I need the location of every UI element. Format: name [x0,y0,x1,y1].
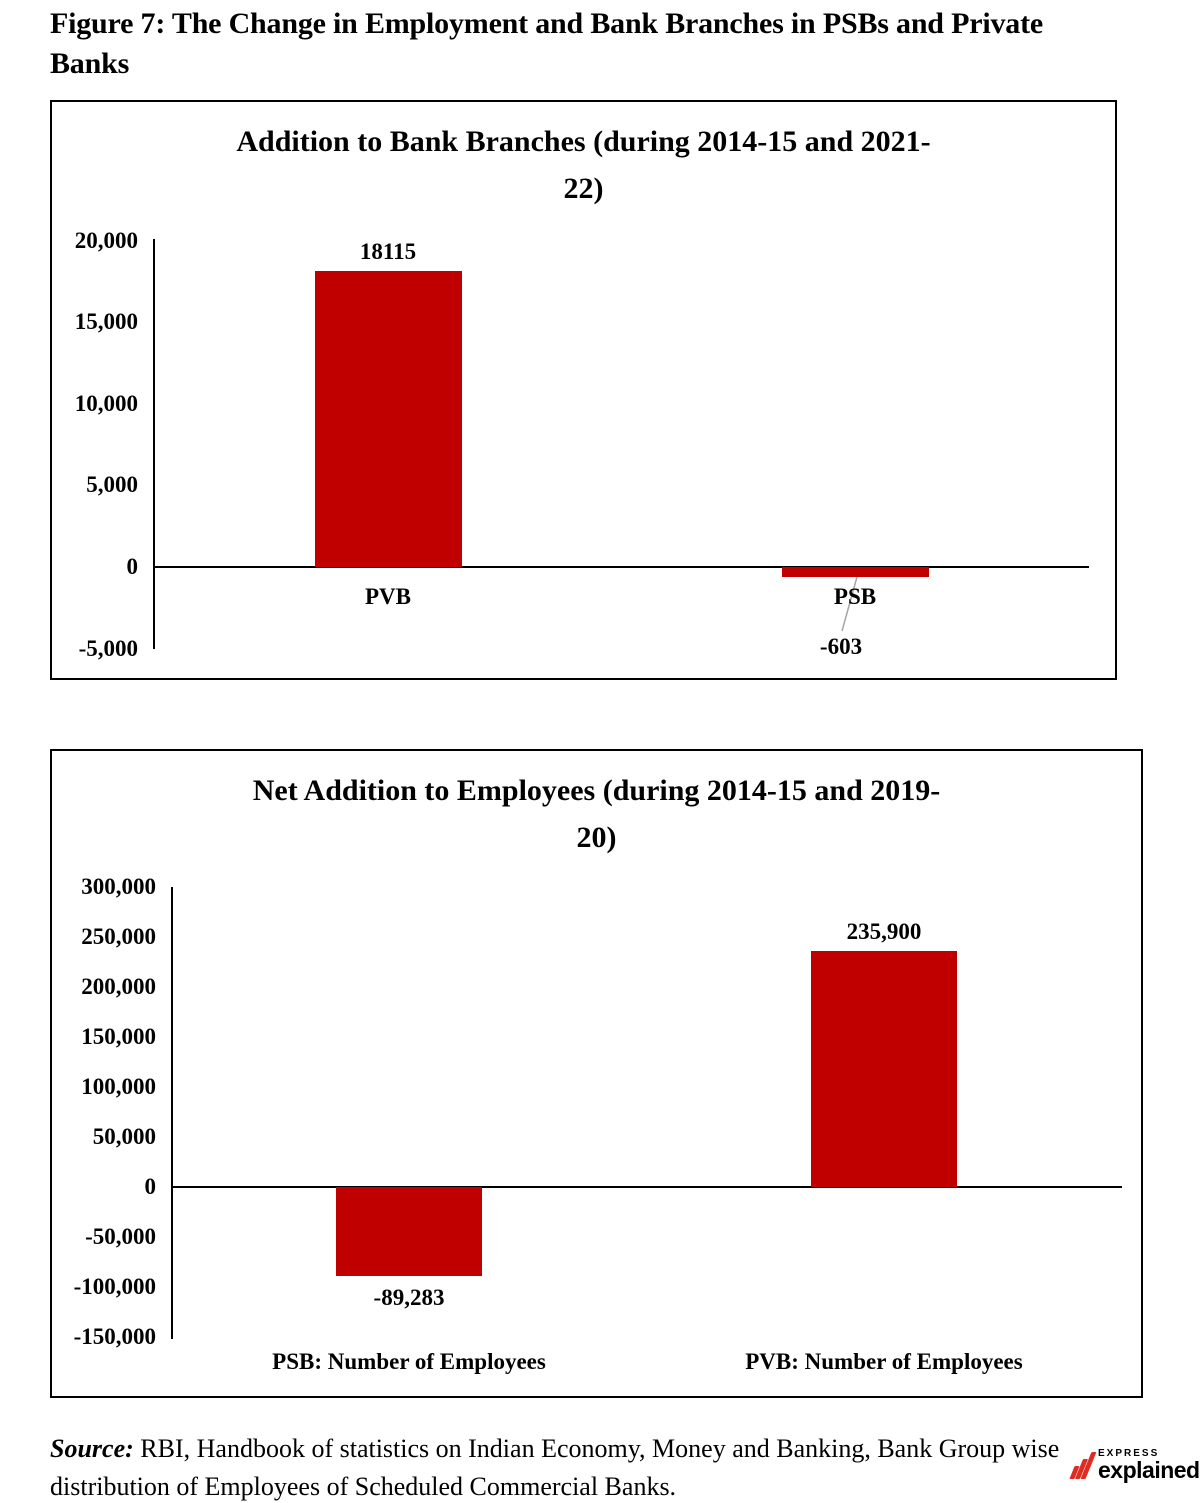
branches-chart: Addition to Bank Branches (during 2014-1… [50,100,1117,680]
logo-text: EXPRESS explained. [1098,1448,1200,1483]
y-tick-label: 150,000 [81,1024,156,1049]
y-axis [171,887,173,1339]
express-label: EXPRESS [1098,1448,1160,1459]
explained-word: explained [1098,1457,1200,1483]
y-tick-label: 5,000 [86,472,138,497]
branches-plot-area: 20,000 15,000 10,000 5,000 0 -5,000 18115 PVB -6… [52,102,1115,678]
y-tick-label: 250,000 [81,924,156,949]
bar-value-label: -89,283 [373,1285,445,1310]
category-label: PSB: Number of Employees [272,1349,546,1374]
figure-title: Figure 7: The Change in Employment and B… [50,4,1190,84]
bar-psb [782,567,929,577]
chart-title-line2: 20) [576,821,617,854]
y-tick-label: 0 [126,554,139,579]
category-label: PVB: Number of Employees [745,1349,1023,1374]
category-label: PSB [833,584,877,609]
chart-title-line1: Addition to Bank Branches (during 2014-1… [236,125,931,158]
y-tick-label: -5,000 [78,636,138,661]
y-tick-label: -50,000 [85,1224,156,1249]
y-axis [153,239,155,649]
employees-chart: Net Addition to Employees (during 2014-1… [50,749,1143,1398]
bar-value-label: 235,900 [846,919,922,944]
source-text: RBI, Handbook of statistics on Indian Ec… [50,1434,1060,1501]
y-tick-label: -100,000 [73,1274,156,1299]
y-tick-label: 100,000 [81,1074,156,1099]
source-note: Source: RBI, Handbook of statistics on I… [50,1430,1142,1503]
x-axis [154,566,1089,568]
express-explained-logo: EXPRESS explained. [1069,1448,1200,1483]
employees-chart-title: Net Addition to Employees (during 2014-1… [52,767,1141,861]
figure-title-line1: Figure 7: The Change in Employment and B… [50,7,1043,40]
y-tick-label: 0 [144,1174,157,1199]
figure-title-line2: Banks [50,47,130,80]
y-tick-label: 15,000 [74,309,138,334]
x-axis [172,1186,1122,1188]
chart-title-line2: 22) [563,172,604,205]
bar-psb [336,1187,482,1276]
y-tick-label: 10,000 [74,391,138,416]
y-tick-label: 50,000 [92,1124,156,1149]
express-flame-icon [1069,1451,1097,1479]
bar-pvb [811,951,957,1187]
bar-value-label: 18115 [359,239,417,264]
y-tick-label: 300,000 [81,874,156,899]
y-tick-label: 20,000 [74,228,138,253]
category-label: PVB [365,584,411,609]
bar-pvb [315,271,462,567]
chart-title-line1: Net Addition to Employees (during 2014-1… [252,774,941,807]
y-tick-label: 200,000 [81,974,156,999]
employees-plot-area: 300,000 250,000 200,000 150,000 100,000 50,00… [52,751,1141,1396]
explained-label: explained. [1098,1457,1200,1483]
y-tick-label: -150,000 [73,1324,156,1349]
bar-value-label: -603 [819,634,863,659]
source-label: Source: [50,1434,134,1463]
branches-chart-title: Addition to Bank Branches (during 2014-1… [52,118,1115,212]
